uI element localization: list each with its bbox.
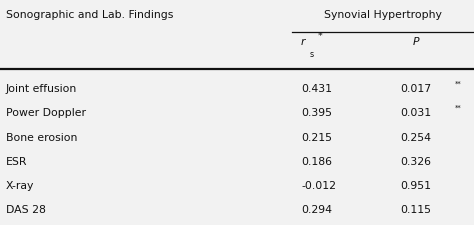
- Text: 0.017: 0.017: [401, 84, 432, 94]
- Text: 0.294: 0.294: [301, 205, 332, 215]
- Text: **: **: [455, 104, 462, 110]
- Text: Power Doppler: Power Doppler: [6, 108, 86, 118]
- Text: 0.186: 0.186: [301, 157, 332, 166]
- Text: -0.012: -0.012: [301, 181, 336, 191]
- Text: 0.031: 0.031: [401, 108, 432, 118]
- Text: P: P: [412, 37, 419, 47]
- Text: 0.254: 0.254: [401, 133, 431, 142]
- Text: ESR: ESR: [6, 157, 27, 166]
- Text: DAS 28: DAS 28: [6, 205, 46, 215]
- Text: **: **: [455, 80, 462, 86]
- Text: *: *: [318, 32, 323, 41]
- Text: 0.395: 0.395: [301, 108, 332, 118]
- Text: Joint effusion: Joint effusion: [6, 84, 77, 94]
- Text: X-ray: X-ray: [6, 181, 34, 191]
- Text: 0.115: 0.115: [401, 205, 431, 215]
- Text: 0.951: 0.951: [401, 181, 431, 191]
- Text: 0.326: 0.326: [401, 157, 431, 166]
- Text: r: r: [301, 37, 305, 47]
- Text: Bone erosion: Bone erosion: [6, 133, 77, 142]
- Text: 0.431: 0.431: [301, 84, 332, 94]
- Text: 0.215: 0.215: [301, 133, 332, 142]
- Text: Sonographic and Lab. Findings: Sonographic and Lab. Findings: [6, 10, 173, 20]
- Text: Synovial Hypertrophy: Synovial Hypertrophy: [324, 10, 442, 20]
- Text: s: s: [310, 50, 314, 59]
